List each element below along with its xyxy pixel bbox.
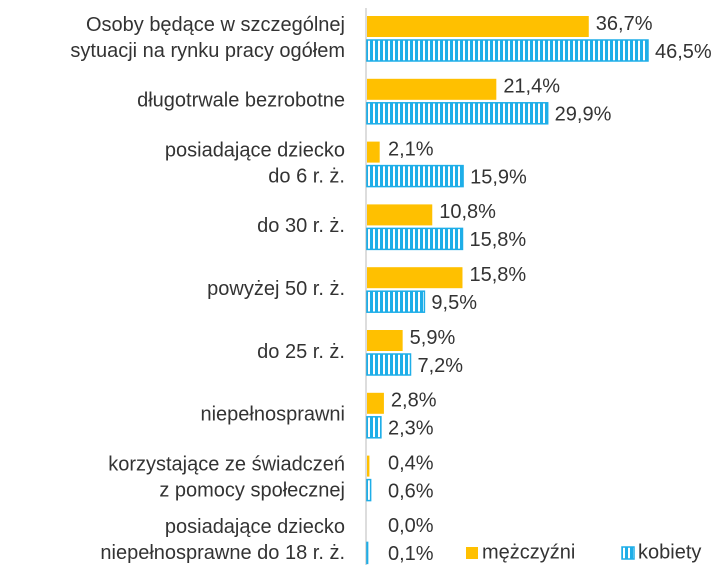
value-label: 15,8% <box>469 229 526 251</box>
legend-swatch <box>621 546 635 560</box>
value-label: 15,8% <box>469 264 526 286</box>
value-label: 2,8% <box>391 390 437 412</box>
category-label: do 30 r. ż. <box>257 215 345 237</box>
category-label: do 6 r. ż. <box>268 165 345 187</box>
bar <box>367 141 380 163</box>
value-label: 36,7% <box>596 13 653 35</box>
category-label: korzystające ze świadczeń <box>108 453 345 475</box>
value-label: 0,4% <box>388 452 434 474</box>
bar <box>366 227 464 251</box>
bar <box>367 16 589 37</box>
value-label: 15,9% <box>470 166 527 188</box>
bar <box>366 164 464 188</box>
legend-label: kobiety <box>638 541 701 563</box>
bar <box>366 39 649 62</box>
category-label: Osoby będące w szczególnej <box>86 14 345 36</box>
bar <box>366 353 412 376</box>
category-label: niepełnosprawne do 18 r. ż. <box>100 542 345 564</box>
value-label: 0,6% <box>388 480 434 502</box>
bar <box>366 290 426 313</box>
value-label: 21,4% <box>503 76 560 98</box>
legend-swatch <box>466 547 478 559</box>
bar <box>367 204 433 226</box>
value-label: 2,3% <box>388 418 434 440</box>
value-label: 9,5% <box>431 292 477 314</box>
value-label: 2,1% <box>388 138 434 160</box>
bar <box>367 78 497 100</box>
value-label: 10,8% <box>439 201 496 223</box>
bar <box>367 455 370 477</box>
value-label: 0,0% <box>388 515 434 537</box>
bar <box>366 416 382 439</box>
value-label: 5,9% <box>410 327 456 349</box>
bar <box>367 330 403 351</box>
bar <box>367 392 384 414</box>
legend-label: mężczyźni <box>482 541 575 563</box>
category-label: długotrwale bezrobotne <box>137 90 345 112</box>
bar <box>367 267 463 289</box>
bar <box>366 102 549 125</box>
category-label: powyżej 50 r. ż. <box>207 278 345 300</box>
category-label: do 25 r. ż. <box>257 341 345 363</box>
category-label: z pomocy społecznej <box>159 479 345 501</box>
category-label: posiadające dziecko <box>165 139 345 161</box>
value-label: 29,9% <box>555 104 612 126</box>
bar <box>366 478 372 502</box>
category-label: niepełnosprawni <box>200 404 345 426</box>
category-label: sytuacji na rynku pracy ogółem <box>70 40 345 62</box>
value-label: 7,2% <box>418 355 464 377</box>
value-label: 46,5% <box>655 41 712 63</box>
value-label: 0,1% <box>388 543 434 565</box>
bar <box>366 541 369 565</box>
category-label: posiadające dziecko <box>165 516 345 538</box>
